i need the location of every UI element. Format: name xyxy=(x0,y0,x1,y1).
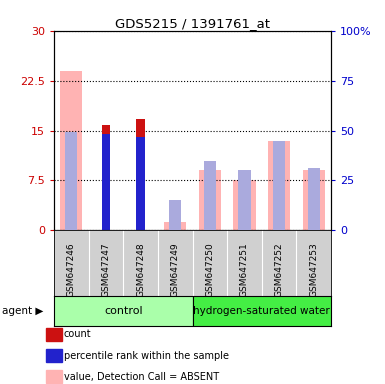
Bar xyxy=(169,200,181,230)
Text: agent ▶: agent ▶ xyxy=(2,306,43,316)
Bar xyxy=(102,125,110,230)
Bar xyxy=(136,119,145,230)
Text: control: control xyxy=(104,306,142,316)
Text: hydrogen-saturated water: hydrogen-saturated water xyxy=(193,306,330,316)
Bar xyxy=(136,137,145,230)
Bar xyxy=(164,222,186,230)
Bar xyxy=(273,141,285,230)
Bar xyxy=(192,296,331,326)
Title: GDS5215 / 1391761_at: GDS5215 / 1391761_at xyxy=(115,17,270,30)
Bar xyxy=(54,296,192,326)
Bar xyxy=(65,132,77,230)
Bar xyxy=(268,141,290,230)
Text: value, Detection Call = ABSENT: value, Detection Call = ABSENT xyxy=(64,372,219,382)
Text: count: count xyxy=(64,329,91,339)
Bar xyxy=(233,180,256,230)
Bar xyxy=(102,134,110,230)
Bar xyxy=(60,71,82,230)
Bar xyxy=(303,170,325,230)
Bar xyxy=(238,170,251,230)
Text: percentile rank within the sample: percentile rank within the sample xyxy=(64,351,229,361)
Bar xyxy=(308,169,320,230)
Bar xyxy=(199,170,221,230)
Bar xyxy=(204,161,216,230)
